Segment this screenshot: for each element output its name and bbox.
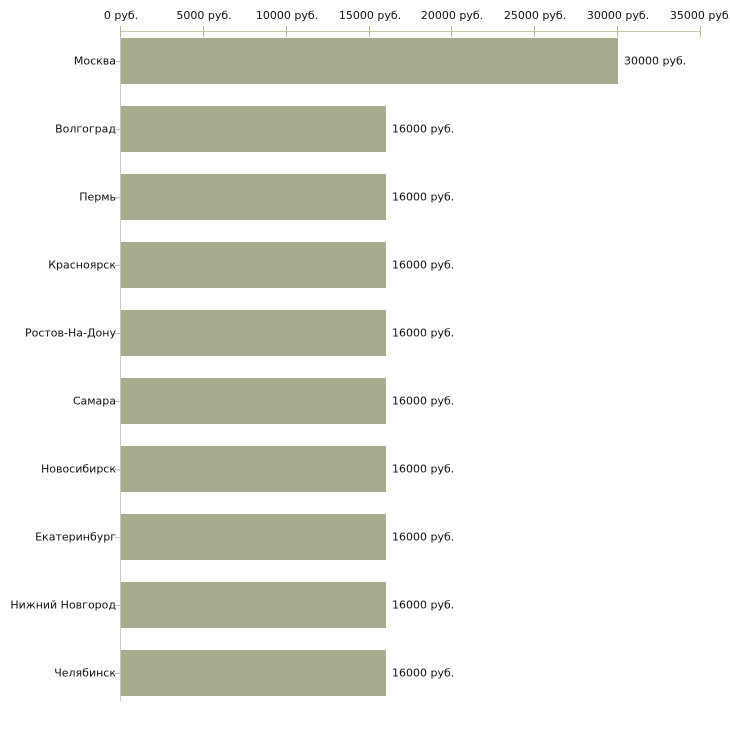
bar (121, 582, 386, 628)
x-axis-tick-label: 10000 руб. (255, 9, 319, 22)
x-axis-tick (534, 26, 535, 37)
category-axis-tick (115, 673, 121, 674)
category-axis-tick (115, 61, 121, 62)
category-label: Челябинск (54, 666, 116, 680)
x-axis-tick-label: 15000 руб. (338, 9, 402, 22)
bar-value-label: 16000 руб. (392, 394, 455, 408)
category-label: Москва (73, 54, 116, 68)
category-axis-tick (115, 401, 121, 402)
bar-row: Самара 16000 руб. (73, 378, 701, 424)
bar-row: Москва 30000 руб. (74, 38, 701, 84)
category-label: Самара (72, 394, 116, 408)
category-label: Нижний Новгород (10, 598, 116, 612)
bar-row: Нижний Новгород 16000 руб. (10, 582, 701, 628)
bar-value-label: 16000 руб. (392, 258, 455, 272)
bar (121, 514, 386, 560)
bar-value-label: 16000 руб. (392, 190, 455, 204)
category-axis-tick (115, 469, 121, 470)
category-axis-tick (115, 605, 121, 606)
x-axis-tick-label: 5000 руб. (176, 9, 232, 22)
category-label: Новосибирск (40, 462, 116, 476)
bar-value-label: 30000 руб. (624, 54, 687, 68)
bar-row: Екатеринбург 16000 руб. (35, 514, 701, 560)
bar-value-label: 16000 руб. (392, 462, 455, 476)
category-label: Волгоград (55, 122, 116, 136)
bar (121, 310, 386, 356)
category-label: Красноярск (48, 258, 116, 272)
bar (121, 446, 386, 492)
x-axis-tick-label: 25000 руб. (503, 9, 567, 22)
bar (121, 242, 386, 288)
bar (121, 174, 386, 220)
bar-row: Волгоград 16000 руб. (55, 106, 701, 152)
x-axis-tick (700, 26, 701, 37)
category-axis-tick (115, 129, 121, 130)
category-label: Пермь (79, 190, 116, 204)
bar-row: Новосибирск 16000 руб. (41, 446, 701, 492)
plot-area: 0 руб. 5000 руб. 10000 руб. 15000 руб. 20000… (10, 9, 730, 701)
bar-value-label: 16000 руб. (392, 530, 455, 544)
category-axis-tick (115, 333, 121, 334)
x-axis-tick (203, 26, 204, 37)
x-axis-tick (286, 26, 287, 37)
bar-row: Красноярск 16000 руб. (48, 242, 701, 288)
category-label: Ростов-На-Дону (24, 326, 116, 340)
category-axis-tick (115, 197, 121, 198)
bar-value-label: 16000 руб. (392, 598, 455, 612)
x-axis-tick-label: 20000 руб. (420, 9, 484, 22)
category-axis-tick (115, 537, 121, 538)
x-axis-tick (120, 26, 121, 37)
bar (121, 650, 386, 696)
bar-row: Челябинск 16000 руб. (54, 650, 701, 696)
bar-row: Пермь 16000 руб. (79, 174, 701, 220)
x-axis-tick (617, 26, 618, 37)
x-axis-tick-label: 0 руб. (103, 9, 139, 22)
bar (121, 38, 618, 84)
bar-value-label: 16000 руб. (392, 326, 455, 340)
bar (121, 378, 386, 424)
bar-value-label: 16000 руб. (392, 122, 455, 136)
x-axis-tick-label: 35000 руб. (669, 9, 730, 22)
x-axis-tick-label: 30000 руб. (586, 9, 650, 22)
bar (121, 106, 386, 152)
x-axis-tick (451, 26, 452, 37)
category-label: Екатеринбург (35, 530, 116, 544)
bar-value-label: 16000 руб. (392, 666, 455, 680)
bar-row: Ростов-На-Дону 16000 руб. (25, 310, 701, 356)
category-axis-tick (115, 265, 121, 266)
x-axis-tick (369, 26, 370, 37)
